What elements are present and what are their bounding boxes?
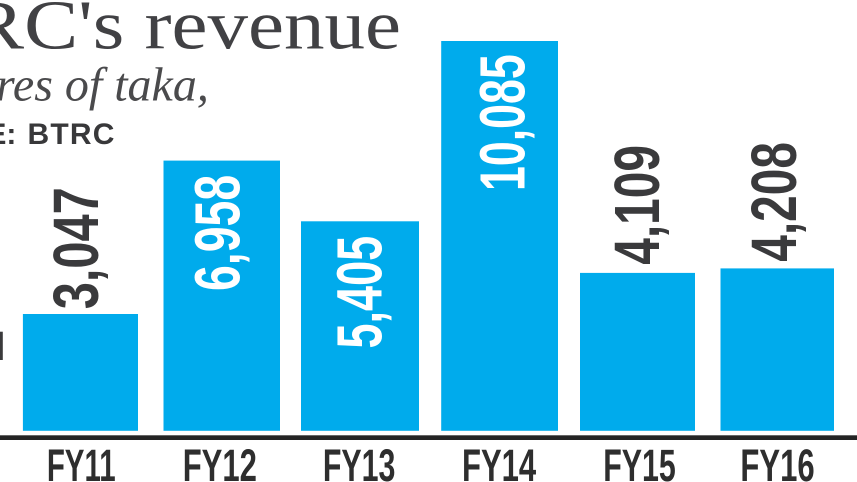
- svg-text:FY15: FY15: [603, 441, 676, 482]
- svg-text:FY11: FY11: [47, 442, 116, 482]
- svg-text:res of taka,: res of taka,: [0, 59, 209, 112]
- svg-text:4,109: 4,109: [601, 145, 672, 265]
- svg-text:4,208: 4,208: [738, 142, 809, 262]
- svg-text:6,958: 6,958: [181, 175, 253, 291]
- svg-text:E:: E:: [0, 118, 16, 151]
- svg-text:FY12: FY12: [183, 441, 257, 482]
- svg-text:3,047: 3,047: [42, 187, 113, 309]
- svg-text:RC's revenue: RC's revenue: [0, 0, 401, 64]
- svg-text:BTRC: BTRC: [28, 118, 116, 151]
- svg-text:FY14: FY14: [462, 441, 537, 482]
- svg-text:FY13: FY13: [323, 441, 396, 482]
- svg-text:FY16: FY16: [740, 441, 814, 482]
- svg-text:10,085: 10,085: [467, 54, 539, 191]
- svg-text:5,405: 5,405: [324, 236, 396, 349]
